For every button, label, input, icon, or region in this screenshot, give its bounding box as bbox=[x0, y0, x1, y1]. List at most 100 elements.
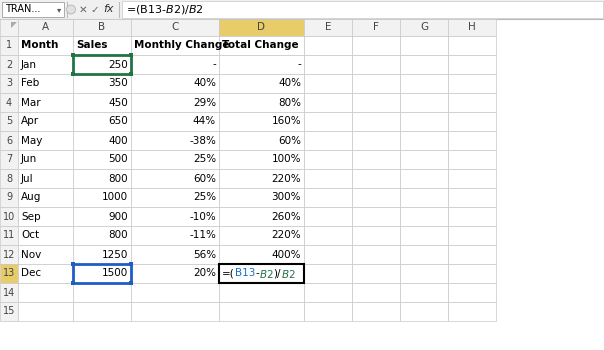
Bar bbox=[219, 131, 304, 150]
Bar bbox=[18, 169, 73, 188]
Bar bbox=[352, 302, 400, 321]
Text: )/: )/ bbox=[274, 268, 281, 279]
Text: Jan: Jan bbox=[21, 60, 37, 70]
Bar bbox=[352, 131, 400, 150]
Bar bbox=[219, 36, 304, 55]
Bar bbox=[400, 302, 448, 321]
Text: 14: 14 bbox=[3, 287, 15, 298]
Bar bbox=[400, 112, 448, 131]
Text: -38%: -38% bbox=[189, 135, 216, 146]
Bar bbox=[129, 53, 133, 57]
Bar bbox=[352, 207, 400, 226]
Bar bbox=[400, 188, 448, 207]
Text: 15: 15 bbox=[3, 307, 15, 316]
Bar bbox=[219, 302, 304, 321]
Text: 44%: 44% bbox=[193, 117, 216, 126]
Bar bbox=[219, 19, 304, 36]
Bar bbox=[71, 262, 75, 266]
Text: 40%: 40% bbox=[278, 78, 301, 89]
Text: TRAN...: TRAN... bbox=[5, 5, 40, 14]
Bar bbox=[352, 226, 400, 245]
Bar bbox=[18, 226, 73, 245]
Text: ✕: ✕ bbox=[79, 5, 88, 14]
Bar bbox=[352, 112, 400, 131]
Bar bbox=[73, 150, 131, 169]
Text: B: B bbox=[98, 22, 106, 33]
Bar bbox=[304, 207, 352, 226]
Text: -: - bbox=[297, 60, 301, 70]
Text: 900: 900 bbox=[108, 211, 128, 222]
Text: 220%: 220% bbox=[271, 231, 301, 240]
Bar bbox=[352, 74, 400, 93]
Bar bbox=[131, 19, 219, 36]
Bar bbox=[18, 150, 73, 169]
Bar bbox=[0, 55, 18, 74]
Bar bbox=[400, 19, 448, 36]
Bar bbox=[304, 74, 352, 93]
Bar bbox=[129, 281, 133, 285]
Bar bbox=[73, 55, 131, 74]
Text: -: - bbox=[255, 268, 259, 279]
Bar bbox=[73, 19, 131, 36]
Text: 3: 3 bbox=[6, 78, 12, 89]
Bar bbox=[0, 36, 18, 55]
Bar bbox=[448, 207, 496, 226]
Bar bbox=[304, 36, 352, 55]
Bar bbox=[73, 264, 131, 283]
Bar bbox=[448, 245, 496, 264]
Bar bbox=[448, 74, 496, 93]
Bar bbox=[18, 112, 73, 131]
Bar bbox=[400, 150, 448, 169]
Bar bbox=[304, 226, 352, 245]
Bar bbox=[131, 283, 219, 302]
Bar bbox=[219, 150, 304, 169]
Text: 500: 500 bbox=[108, 154, 128, 164]
Bar bbox=[73, 55, 131, 74]
Bar bbox=[71, 281, 75, 285]
Bar bbox=[18, 131, 73, 150]
Text: 40%: 40% bbox=[193, 78, 216, 89]
Bar bbox=[304, 264, 352, 283]
Text: 1: 1 bbox=[6, 41, 12, 50]
Bar bbox=[0, 302, 18, 321]
Bar bbox=[219, 264, 304, 283]
Bar bbox=[400, 245, 448, 264]
Bar bbox=[448, 36, 496, 55]
Text: D: D bbox=[257, 22, 266, 33]
Bar bbox=[304, 55, 352, 74]
Bar bbox=[73, 207, 131, 226]
Bar bbox=[71, 72, 75, 76]
Bar bbox=[219, 283, 304, 302]
Text: Total Change: Total Change bbox=[222, 41, 298, 50]
Text: Monthly Change: Monthly Change bbox=[134, 41, 230, 50]
Bar bbox=[219, 264, 304, 283]
Bar bbox=[448, 19, 496, 36]
Bar bbox=[400, 207, 448, 226]
Text: 10: 10 bbox=[3, 211, 15, 222]
Bar bbox=[448, 150, 496, 169]
Bar bbox=[352, 36, 400, 55]
Text: =(: =( bbox=[222, 268, 235, 279]
Bar bbox=[219, 169, 304, 188]
Bar bbox=[400, 55, 448, 74]
Bar bbox=[73, 74, 131, 93]
Text: 20%: 20% bbox=[193, 268, 216, 279]
Bar bbox=[18, 93, 73, 112]
Text: 2: 2 bbox=[6, 60, 12, 70]
Bar bbox=[0, 188, 18, 207]
Text: Feb: Feb bbox=[21, 78, 39, 89]
Bar bbox=[448, 283, 496, 302]
Bar bbox=[352, 188, 400, 207]
Bar bbox=[2, 2, 64, 17]
Bar bbox=[448, 93, 496, 112]
Bar bbox=[0, 150, 18, 169]
Text: 400: 400 bbox=[108, 135, 128, 146]
Bar bbox=[0, 19, 18, 36]
Bar bbox=[400, 226, 448, 245]
Bar bbox=[131, 264, 219, 283]
Text: Nov: Nov bbox=[21, 250, 41, 259]
Bar bbox=[131, 112, 219, 131]
Bar bbox=[131, 226, 219, 245]
Bar bbox=[73, 302, 131, 321]
Bar bbox=[131, 55, 219, 74]
